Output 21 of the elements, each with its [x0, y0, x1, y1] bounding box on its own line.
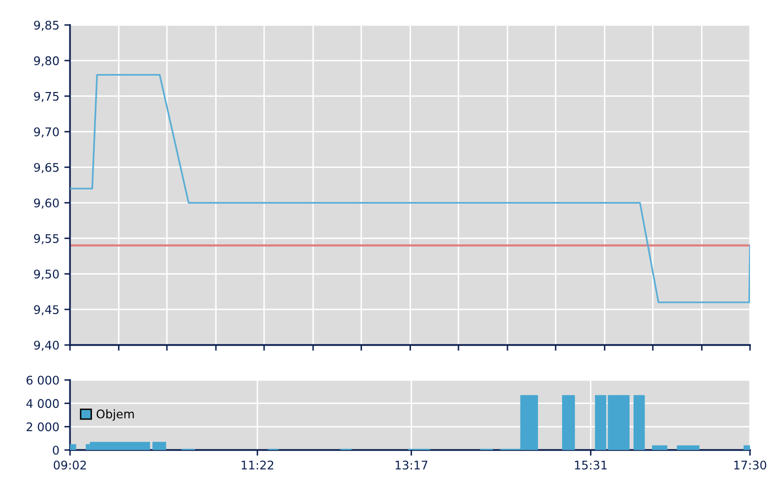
y-tick-label: 9,45 — [34, 305, 59, 316]
legend-label: Objem — [96, 409, 134, 421]
y-tick-label: 9,65 — [34, 162, 59, 174]
x-tick-label: 11:22 — [242, 460, 274, 470]
y-tick-label: 9,70 — [34, 127, 59, 138]
x-tick-label: 17:30 — [734, 460, 766, 470]
x-tick-label: 09:02 — [54, 460, 86, 470]
x-tick-label: 15:31 — [575, 460, 607, 470]
y-tick-label: 2 000 — [26, 422, 59, 432]
y-tick-label: 9,85 — [34, 20, 59, 31]
y-tick-label: 9,80 — [34, 56, 59, 66]
x-tick-label: 13:17 — [396, 460, 428, 470]
y-tick-label: 9,55 — [34, 234, 59, 244]
y-tick-label: 4 000 — [26, 399, 59, 408]
y-tick-label: 9,75 — [34, 92, 59, 102]
y-tick-label: 9,40 — [34, 340, 59, 351]
y-tick-label: 9,60 — [34, 198, 59, 209]
y-tick-label: 6 000 — [26, 376, 59, 385]
y-tick-label: 0 — [52, 446, 59, 455]
line-series — [70, 74, 750, 304]
y-tick-label: 9,50 — [34, 270, 59, 280]
